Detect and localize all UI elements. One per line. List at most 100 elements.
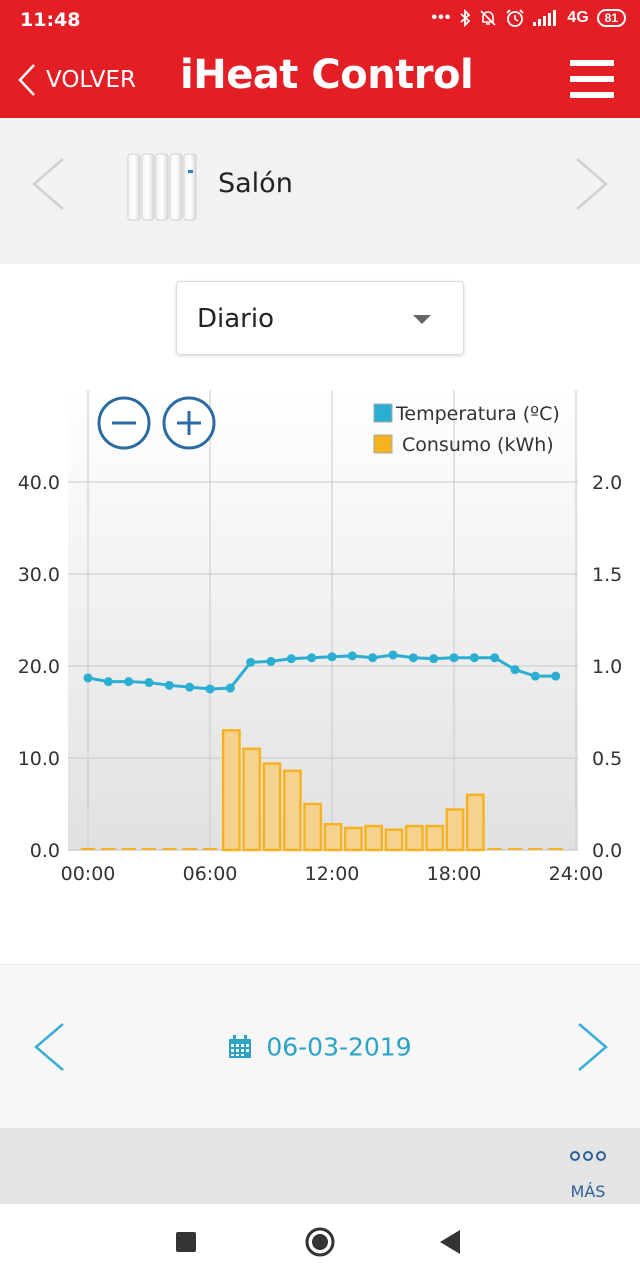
consumption-bar	[507, 848, 523, 850]
more-label: MÁS	[570, 1182, 606, 1201]
x-tick-label: 06:00	[183, 863, 238, 885]
temperature-point	[164, 680, 174, 690]
temperature-point	[103, 677, 113, 687]
previous-date-button[interactable]	[32, 1021, 66, 1073]
consumption-bar	[101, 848, 116, 850]
menu-icon[interactable]	[570, 60, 614, 98]
legend-label-consumption: Consumo (kWh)	[402, 434, 554, 456]
temperature-point	[144, 678, 154, 688]
legend-label-temperature: Temperatura (ºC)	[395, 403, 560, 425]
bell-off-icon	[480, 10, 496, 26]
x-tick-label: 24:00	[549, 863, 604, 885]
consumption-bar	[425, 824, 445, 852]
temperature-point	[246, 657, 256, 667]
device-selector: Salón	[0, 118, 640, 264]
consumption-bar	[202, 848, 218, 850]
zoom-out-button[interactable]	[97, 396, 151, 450]
more-dots-icon	[570, 1151, 606, 1161]
back-button[interactable]: VOLVER	[18, 60, 136, 100]
chevron-left-icon	[18, 64, 35, 96]
radiator-icon	[127, 153, 197, 221]
consumption-bar	[182, 848, 197, 850]
consumption-bar	[242, 747, 262, 852]
home-button[interactable]	[304, 1226, 336, 1258]
temperature-point	[408, 653, 418, 663]
battery-icon: 81	[596, 9, 626, 27]
temperature-point	[286, 654, 296, 664]
temperature-point	[429, 654, 439, 664]
x-tick-label: 12:00	[305, 863, 360, 885]
bluetooth-icon	[460, 9, 471, 27]
y-right-tick-label: 0.0	[592, 840, 622, 862]
temperature-point	[510, 665, 520, 675]
x-tick-label: 00:00	[61, 863, 116, 885]
consumption-bar	[384, 828, 404, 852]
temperature-point	[327, 652, 337, 662]
temperature-point	[469, 653, 479, 663]
y-right-tick-label: 1.0	[592, 656, 622, 678]
consumption-bar	[364, 824, 384, 852]
back-label: VOLVER	[46, 67, 136, 93]
consumption-bar	[221, 729, 241, 852]
consumption-bar	[141, 848, 157, 850]
y-left-tick-label: 0.0	[30, 840, 60, 862]
temperature-point	[205, 684, 215, 694]
legend: Temperatura (ºC) Consumo (kWh)	[373, 403, 560, 456]
app-title: iHeat Control	[180, 52, 474, 98]
date-picker[interactable]: 06-03-2019	[0, 1031, 640, 1062]
x-tick-label: 18:00	[427, 863, 482, 885]
calendar-icon	[229, 1035, 252, 1058]
temperature-point	[83, 673, 93, 683]
consumption-bar	[404, 824, 424, 852]
consumption-bar	[528, 848, 543, 850]
y-right-tick-label: 2.0	[592, 472, 622, 494]
status-bar: 11:48 ••• 4G 81	[0, 0, 640, 40]
dots-icon: •••	[431, 9, 452, 26]
date-value: 06-03-2019	[266, 1032, 412, 1062]
consumption-bar	[80, 848, 96, 850]
consumption-bar	[487, 848, 502, 850]
consumption-bar	[465, 793, 485, 852]
consumption-bar	[343, 826, 363, 852]
temperature-point	[490, 653, 500, 663]
y-left-tick-label: 10.0	[18, 748, 60, 770]
signal-icon	[533, 10, 557, 26]
next-date-button[interactable]	[576, 1021, 610, 1073]
caret-down-icon	[413, 315, 431, 324]
status-time: 11:48	[20, 9, 81, 31]
recents-button[interactable]	[176, 1232, 196, 1252]
bottom-toolbar: MÁS	[0, 1128, 640, 1204]
consumption-bar	[162, 848, 177, 850]
consumption-bar	[282, 769, 302, 852]
y-left-tick-label: 20.0	[18, 656, 60, 678]
app-bar: VOLVER iHeat Control	[0, 40, 640, 118]
period-select[interactable]: Diario	[176, 281, 464, 355]
zoom-in-button[interactable]	[162, 396, 216, 450]
consumption-bar	[445, 808, 465, 852]
temperature-point	[551, 671, 561, 681]
date-navigation: 06-03-2019	[0, 964, 640, 1129]
consumption-bar	[323, 822, 343, 852]
consumption-chart: 0.0 10.0 20.0 30.0 40.0 0.0 0.5 1.0 1.5 2.0 00:0…	[18, 390, 622, 885]
temperature-point	[185, 682, 195, 692]
period-value: Diario	[197, 304, 274, 334]
y-left-tick-label: 40.0	[18, 472, 60, 494]
next-device-button[interactable]	[574, 156, 610, 212]
temperature-point	[266, 656, 276, 666]
temperature-point	[368, 653, 378, 663]
y-right-tick-label: 0.5	[592, 748, 622, 770]
previous-device-button[interactable]	[30, 156, 66, 212]
plot-area	[68, 390, 578, 850]
temperature-point	[449, 653, 459, 663]
temperature-point	[124, 677, 134, 687]
temperature-point	[530, 671, 540, 681]
device-name: Salón	[218, 168, 293, 199]
more-button[interactable]: MÁS	[560, 1144, 616, 1201]
temperature-point	[225, 683, 235, 693]
back-nav-button[interactable]	[440, 1230, 462, 1254]
consumption-bar	[303, 802, 323, 852]
y-right-tick-label: 1.5	[592, 564, 622, 586]
alarm-icon	[506, 9, 524, 27]
status-icons: ••• 4G 81	[431, 8, 626, 28]
temperature-point	[347, 651, 357, 661]
